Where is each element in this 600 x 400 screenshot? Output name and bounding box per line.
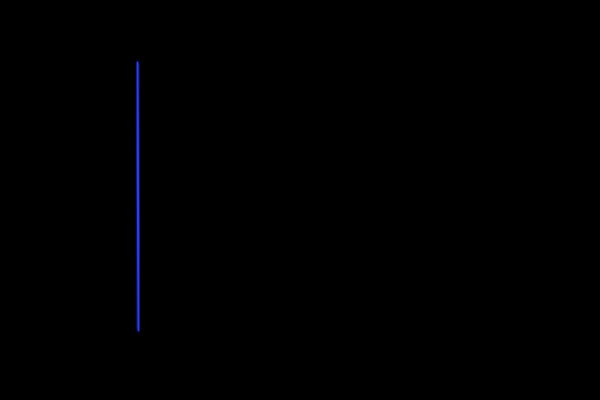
vertical-line xyxy=(135,61,141,332)
